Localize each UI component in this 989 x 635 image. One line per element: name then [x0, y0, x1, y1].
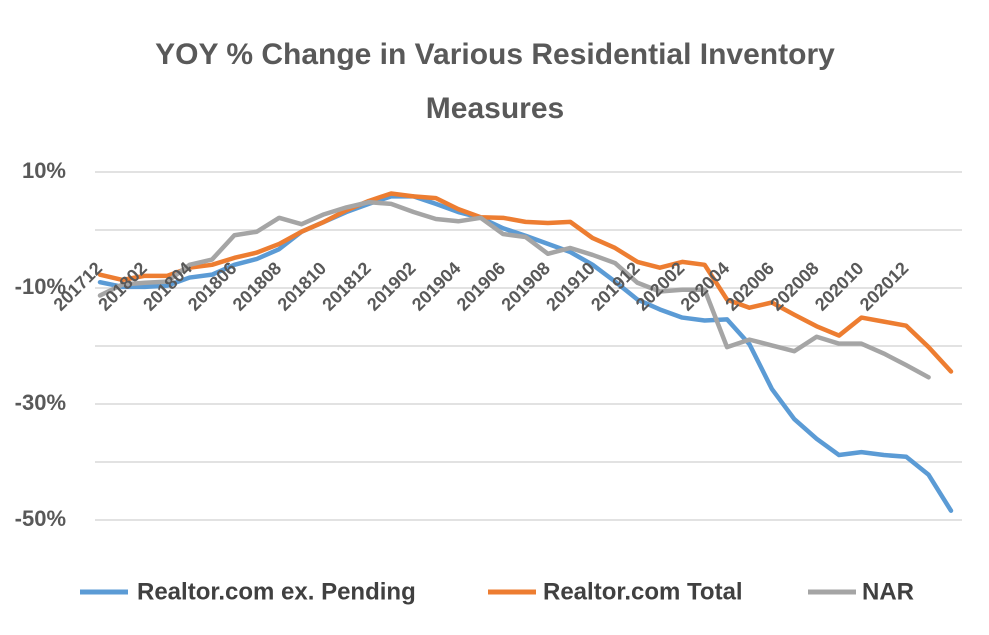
x-tick-label: 201910	[542, 258, 599, 315]
chart-title: YOY % Change in Various Residential Inve…	[155, 38, 835, 125]
legend-label: Realtor.com ex. Pending	[137, 578, 416, 605]
series-line	[97, 199, 931, 380]
x-tick-label: 201810	[274, 258, 331, 315]
x-tick-label: 201908	[497, 258, 554, 315]
legend-label: NAR	[862, 578, 914, 605]
y-tick-label: 10%	[22, 158, 66, 183]
x-tick-label: 202010	[811, 258, 868, 315]
legend-label: Realtor.com Total	[543, 578, 743, 605]
x-tick-label: 202012	[856, 258, 913, 315]
x-tick-label: 201808	[229, 258, 286, 315]
y-tick-label: -30%	[15, 390, 66, 415]
x-tick-label: 202008	[766, 258, 823, 315]
x-tick-label: 201906	[453, 258, 510, 315]
x-tick-label: 201902	[363, 258, 420, 315]
series-line	[97, 191, 954, 374]
y-tick-label: -50%	[15, 506, 66, 531]
y-tick-label: -10%	[15, 274, 66, 299]
x-tick-label: 201904	[408, 258, 465, 315]
x-tick-label: 201812	[318, 258, 375, 315]
